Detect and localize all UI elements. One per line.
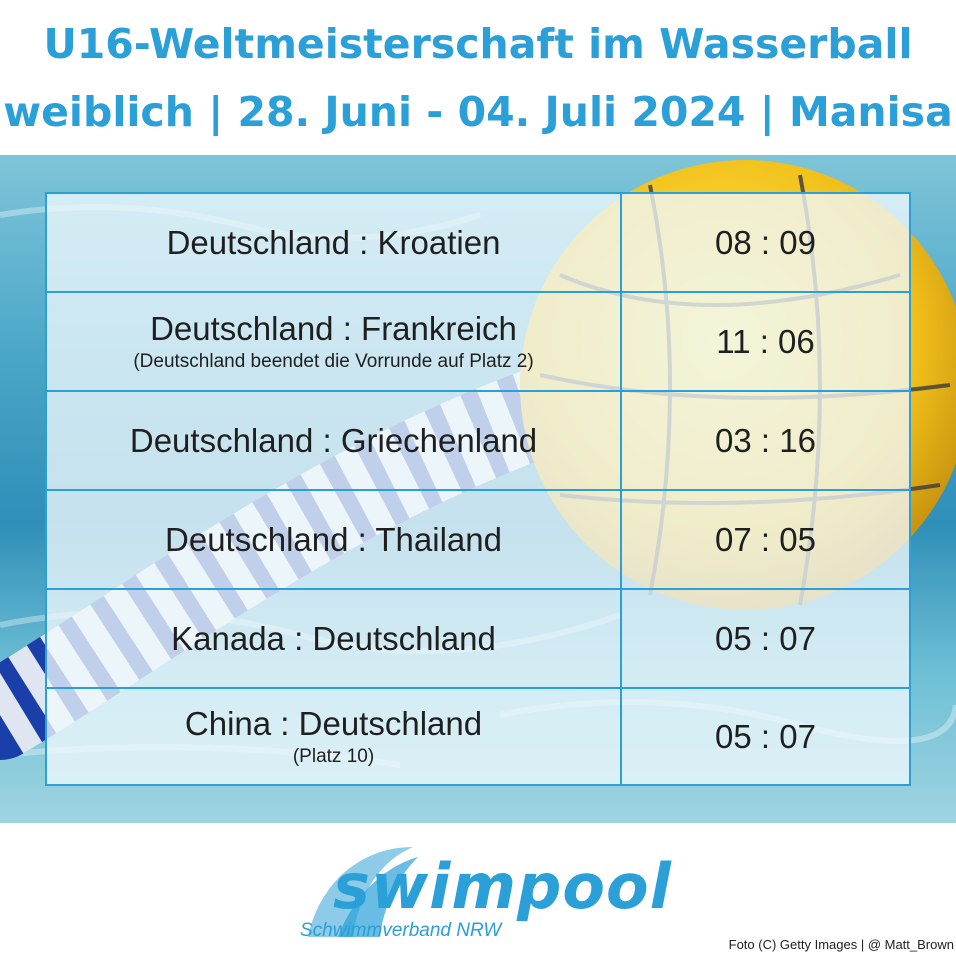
- match-cell: China : Deutschland (Platz 10): [47, 689, 622, 784]
- match-teams: Deutschland : Frankreich: [150, 309, 517, 347]
- match-cell: Deutschland : Griechenland: [47, 392, 622, 489]
- table-row: Deutschland : Griechenland 03 : 16: [47, 392, 909, 491]
- title-line-2: weiblich | 28. Juni - 04. Juli 2024 | Ma…: [3, 88, 953, 136]
- table-row: Deutschland : Frankreich (Deutschland be…: [47, 293, 909, 392]
- match-note: (Deutschland beendet die Vorrunde auf Pl…: [133, 350, 534, 372]
- match-teams: Deutschland : Griechenland: [129, 421, 538, 459]
- match-teams: Deutschland : Thailand: [165, 520, 502, 558]
- footer: [0, 823, 956, 956]
- swimpool-wave-logo-icon: [308, 847, 418, 937]
- score-cell: 05 : 07: [622, 689, 909, 784]
- match-cell: Deutschland : Frankreich (Deutschland be…: [47, 293, 622, 390]
- score-cell: 08 : 09: [622, 194, 909, 291]
- score-cell: 11 : 06: [622, 293, 909, 390]
- logo-subtitle: Schwimmverband NRW: [300, 920, 502, 941]
- score-cell: 07 : 05: [622, 491, 909, 588]
- page-title: U16-Weltmeisterschaft im Wasserball weib…: [0, 0, 956, 155]
- photo-credit: Foto (C) Getty Images | @ Matt_Brown: [728, 937, 954, 952]
- match-teams: China : Deutschland: [184, 704, 483, 742]
- table-row: Deutschland : Kroatien 08 : 09: [47, 194, 909, 293]
- table-row: Kanada : Deutschland 05 : 07: [47, 590, 909, 689]
- match-teams: Kanada : Deutschland: [171, 619, 496, 657]
- match-cell: Deutschland : Thailand: [47, 491, 622, 588]
- table-row: Deutschland : Thailand 07 : 05: [47, 491, 909, 590]
- score-cell: 05 : 07: [622, 590, 909, 687]
- match-cell: Kanada : Deutschland: [47, 590, 622, 687]
- results-table: Deutschland : Kroatien 08 : 09 Deutschla…: [45, 192, 911, 786]
- score-cell: 03 : 16: [622, 392, 909, 489]
- logo-wordmark: swimpool: [333, 850, 672, 923]
- table-row: China : Deutschland (Platz 10) 05 : 07: [47, 689, 909, 784]
- match-teams: Deutschland : Kroatien: [166, 223, 501, 261]
- match-note: (Platz 10): [292, 745, 375, 767]
- title-line-1: U16-Weltmeisterschaft im Wasserball: [43, 20, 913, 68]
- match-cell: Deutschland : Kroatien: [47, 194, 622, 291]
